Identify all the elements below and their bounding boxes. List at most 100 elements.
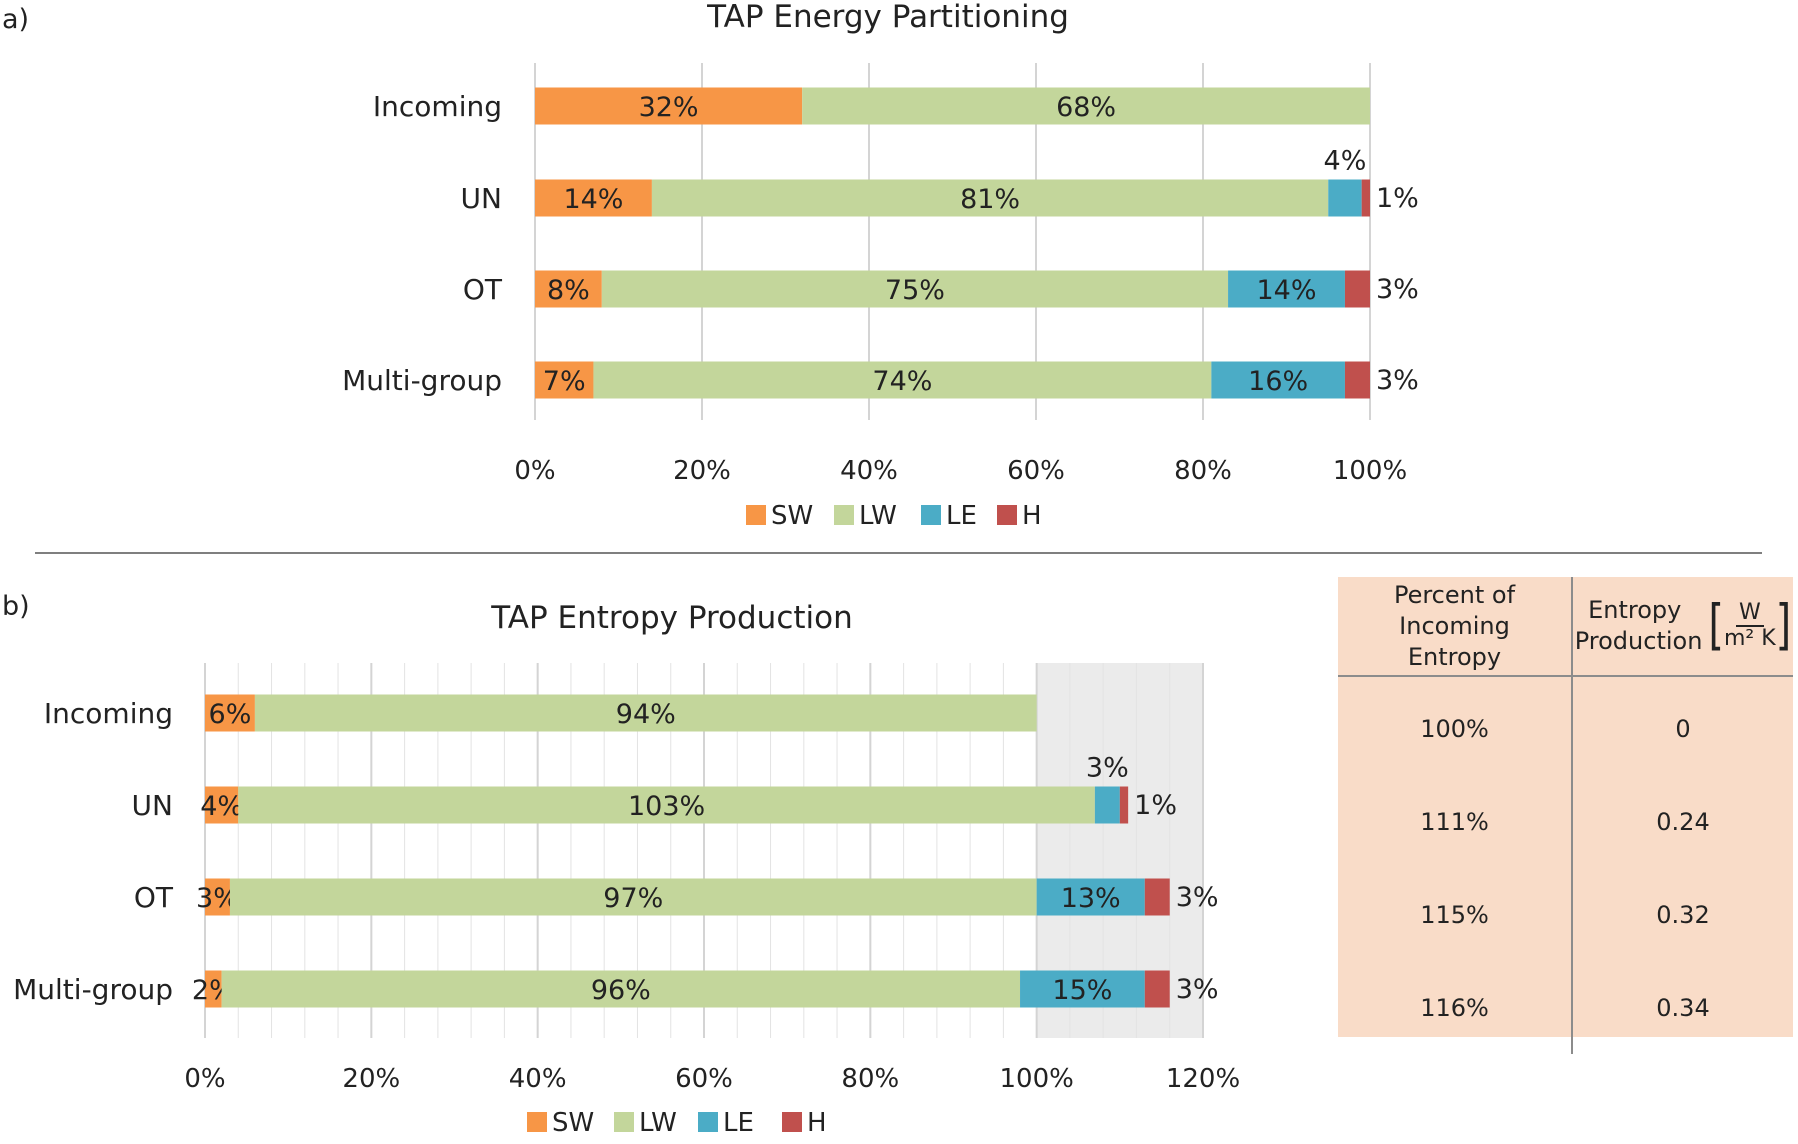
unit-numerator: W bbox=[1735, 601, 1764, 627]
data-label: 97% bbox=[603, 883, 663, 914]
category-label: Multi-group bbox=[13, 973, 173, 1006]
legend-label: LW bbox=[639, 1108, 677, 1138]
bar-sw bbox=[205, 786, 239, 824]
bar-lw bbox=[221, 970, 1021, 1008]
data-label: 16% bbox=[1248, 366, 1308, 397]
chart-title-b: TAP Entropy Production bbox=[490, 600, 853, 636]
x-tick-label: 60% bbox=[675, 1064, 733, 1094]
bar-sw bbox=[205, 694, 255, 732]
bar-sw bbox=[535, 361, 594, 399]
bar-h bbox=[1361, 179, 1370, 217]
entropy-table: Percent of Incoming Entropy Entropy Prod… bbox=[1338, 577, 1793, 1054]
data-label: 4% bbox=[1324, 146, 1367, 177]
data-label: 68% bbox=[1056, 92, 1116, 123]
category-label: Multi-group bbox=[342, 364, 502, 397]
data-label: 75% bbox=[885, 275, 945, 306]
table-cell: 116% bbox=[1338, 961, 1573, 1054]
x-tick-label: 80% bbox=[1174, 456, 1232, 486]
data-label: 103% bbox=[628, 791, 705, 822]
category-label: OT bbox=[134, 881, 174, 914]
bar-lw bbox=[802, 87, 1370, 125]
bar-le bbox=[1211, 361, 1345, 399]
chart-title-a: TAP Energy Partitioning bbox=[706, 0, 1069, 35]
data-label: 1% bbox=[1134, 790, 1177, 821]
data-label: 8% bbox=[547, 275, 590, 306]
x-tick-label: 20% bbox=[342, 1064, 400, 1094]
data-label: 13% bbox=[1061, 883, 1121, 914]
unit-denominator: m² K bbox=[1723, 626, 1776, 651]
bar-lw bbox=[238, 786, 1095, 824]
x-tick-label: 80% bbox=[841, 1064, 899, 1094]
table-header-row: Percent of Incoming Entropy Entropy Prod… bbox=[1338, 577, 1793, 677]
legend-label: H bbox=[1022, 501, 1042, 531]
bar-sw bbox=[205, 878, 230, 916]
legend-swatch-lw bbox=[834, 505, 854, 525]
legend-swatch-le bbox=[698, 1112, 718, 1132]
data-label: 32% bbox=[639, 92, 699, 123]
data-label: 4% bbox=[200, 791, 243, 822]
data-label: 81% bbox=[960, 184, 1020, 215]
bar-sw bbox=[205, 970, 222, 1008]
x-tick-label: 100% bbox=[1333, 456, 1407, 486]
x-tick-label: 120% bbox=[1166, 1064, 1240, 1094]
data-label: 1% bbox=[1376, 183, 1419, 214]
table-cell: 0.34 bbox=[1656, 993, 1710, 1022]
bar-lw bbox=[254, 694, 1037, 732]
legend-swatch-le bbox=[921, 505, 941, 525]
data-label: 3% bbox=[1176, 974, 1219, 1005]
data-label: 74% bbox=[872, 366, 932, 397]
table-cell: 0.24 bbox=[1656, 807, 1710, 836]
data-label: 15% bbox=[1052, 975, 1112, 1006]
bar-h bbox=[1344, 270, 1370, 308]
category-label: UN bbox=[132, 789, 173, 822]
table-row: 115% 0.32 bbox=[1338, 868, 1793, 961]
legend-swatch-h bbox=[782, 1112, 802, 1132]
legend-label: LE bbox=[946, 501, 977, 531]
data-label: 96% bbox=[591, 975, 651, 1006]
table-row: 100% 0 bbox=[1338, 676, 1793, 775]
energy-partitioning-chart: a) TAP Energy Partitioning 32% 68% 14% 81% 4… bbox=[2, 0, 1419, 531]
bar-lw bbox=[229, 878, 1037, 916]
bar-le bbox=[1328, 179, 1362, 217]
bar-lw bbox=[651, 179, 1329, 217]
table-cell: 0 bbox=[1675, 714, 1691, 743]
table-row: 116% 0.34 bbox=[1338, 961, 1793, 1054]
legend-label: LE bbox=[723, 1108, 754, 1138]
x-tick-label: 40% bbox=[509, 1064, 567, 1094]
entropy-production-chart: b) TAP Entropy Production 6% 94%4% 103%3%1… bbox=[2, 591, 1240, 1138]
data-label: 3% bbox=[1376, 365, 1419, 396]
bar-lw bbox=[601, 270, 1229, 308]
bar-le bbox=[1094, 786, 1120, 824]
x-tick-label: 0% bbox=[514, 456, 555, 486]
data-label: 3% bbox=[1376, 274, 1419, 305]
table-row: 111% 0.24 bbox=[1338, 775, 1793, 868]
bar-h bbox=[1119, 786, 1129, 824]
data-label: 6% bbox=[209, 699, 252, 730]
category-label: Incoming bbox=[44, 697, 173, 730]
bar-sw bbox=[535, 179, 652, 217]
x-tick-label: 60% bbox=[1007, 456, 1065, 486]
bar-le bbox=[1020, 970, 1145, 1008]
legend-label: LW bbox=[859, 501, 897, 531]
bar-lw bbox=[593, 361, 1212, 399]
legend-swatch-sw bbox=[527, 1112, 547, 1132]
entropy-table-panel: Percent of Incoming Entropy Entropy Prod… bbox=[1338, 577, 1793, 1054]
bar-h bbox=[1144, 970, 1170, 1008]
x-tick-label: 40% bbox=[840, 456, 898, 486]
x-tick-label: 20% bbox=[673, 456, 731, 486]
table-cell: 0.32 bbox=[1656, 900, 1710, 929]
data-label: 14% bbox=[1256, 275, 1316, 306]
legend-label: H bbox=[807, 1108, 827, 1138]
bar-h bbox=[1344, 361, 1370, 399]
bar-le bbox=[1036, 878, 1145, 916]
x-tick-label: 0% bbox=[184, 1064, 225, 1094]
category-label: Incoming bbox=[373, 90, 502, 123]
header-percent: Percent of Incoming Entropy bbox=[1338, 577, 1573, 677]
legend-swatch-h bbox=[997, 505, 1017, 525]
bar-h bbox=[1144, 878, 1170, 916]
data-label: 14% bbox=[563, 184, 623, 215]
bar-sw bbox=[535, 87, 803, 125]
bar-le bbox=[1228, 270, 1345, 308]
